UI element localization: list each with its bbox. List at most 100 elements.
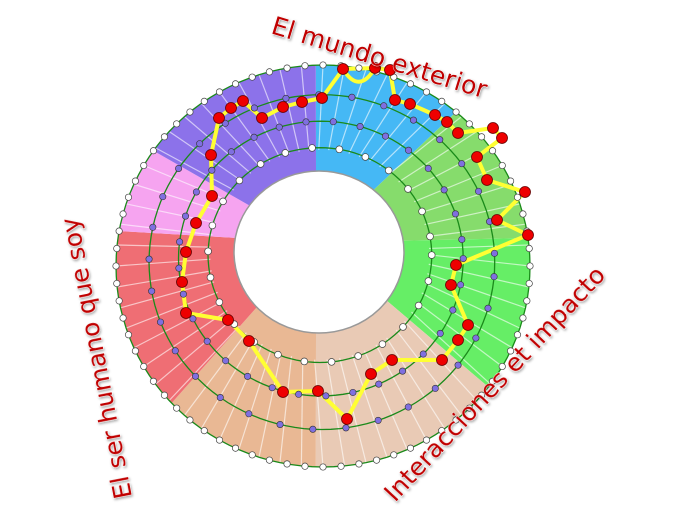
purple-node [250,133,258,141]
white-node [422,436,431,444]
spoke-line [318,64,324,150]
purple-node [145,255,153,263]
white-node [119,314,127,322]
purple-node [436,329,444,337]
white-node [438,427,446,435]
white-node [426,232,434,241]
white-node [452,108,460,116]
sector-wedge [373,112,528,241]
purple-node [380,102,388,110]
purple-node [309,425,317,433]
white-node [513,331,522,339]
white-node [265,68,273,76]
white-node [113,244,121,253]
red-node [369,62,381,74]
purple-node [182,212,190,220]
spoke-line [386,337,446,429]
purple-node [436,136,444,144]
red-node [206,190,218,202]
spoke-line [168,325,240,401]
spoke-line [424,203,520,226]
white-node [498,362,506,371]
purple-node [275,123,283,131]
red-node [277,101,289,113]
spoke-line [117,244,211,248]
white-node [140,161,148,170]
purple-node [157,318,165,326]
white-node [206,273,215,282]
white-node [248,451,256,459]
purple-node [282,94,290,102]
purple-node [349,388,357,396]
white-node [160,391,168,399]
white-node [131,177,139,185]
white-node [465,120,473,128]
white-node [414,301,423,310]
hole-ellipse [233,170,405,334]
white-node [281,149,290,157]
purple-node [171,347,179,355]
red-node [389,94,401,106]
white-node [355,64,363,72]
red-node [176,276,188,288]
purple-node [175,164,183,172]
spoke-line [279,356,293,463]
purple-node [399,367,407,375]
red-node [190,217,202,229]
red-node [341,413,353,425]
purple-node [475,187,483,195]
spoke-line [200,338,255,429]
purple-node [451,210,459,218]
spoke-line [300,358,304,466]
purple-node [459,255,467,263]
red-node [481,174,493,186]
white-node [301,462,309,470]
white-node [113,279,121,288]
purple-node [148,287,156,295]
white-node [219,197,227,206]
spoke-line [143,310,228,367]
spoke-line [351,354,388,458]
red-node [213,112,225,124]
white-node [519,210,527,218]
white-node [384,166,393,175]
spoke-line [398,131,478,183]
white-node [404,185,412,193]
white-node [231,444,240,452]
purple-node [216,394,224,402]
white-node [355,460,363,468]
spoke-line [184,332,247,416]
spoke-line [300,66,310,151]
white-node [452,416,460,424]
sector-wedge [119,150,250,238]
purple-node [490,273,498,281]
purple-node [302,118,310,126]
white-node [149,147,157,155]
purple-node [419,350,427,358]
spoke-line [328,65,346,151]
spoke-line [428,244,529,250]
white-node [489,147,497,155]
purple-node [176,238,184,246]
white-node [115,227,123,235]
spoke-line [375,344,428,441]
red-node [237,95,249,107]
white-node [337,462,345,470]
white-node [283,460,291,468]
ring-line [207,147,433,364]
white-node [131,347,139,355]
spoke-line [424,282,521,329]
purple-node [276,421,284,429]
spoke-line [429,254,531,267]
white-node [507,347,515,355]
white-node [361,153,370,161]
white-node [319,61,327,69]
white-node [513,193,522,201]
white-node [523,297,531,305]
red-node [471,151,483,163]
white-node [406,80,415,88]
white-node [124,331,133,339]
white-node [300,357,309,366]
white-node [519,314,527,322]
spoke-line [120,281,215,309]
